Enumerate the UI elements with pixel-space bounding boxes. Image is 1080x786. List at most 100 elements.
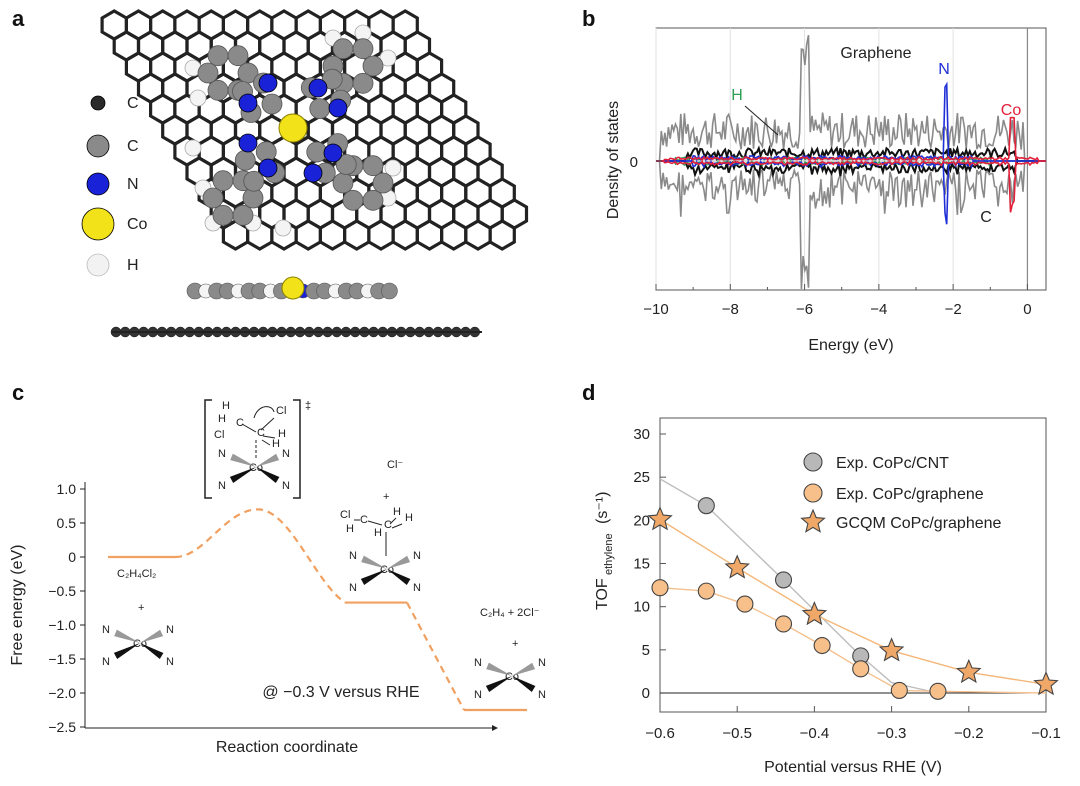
co-n-bond — [512, 676, 536, 692]
co-n-bond — [229, 467, 256, 484]
tof-y-tick-label: 25 — [633, 469, 650, 486]
dos-y-axis-label: Density of states — [605, 101, 622, 219]
intermediate-atom-label: C — [360, 514, 368, 526]
co-n-bond — [140, 629, 164, 643]
panel-c: 1.0 0.5 0 −0.5 −1.0 −1.5 −2.0 −2.5 Free energy … — [9, 399, 546, 756]
n-label: N — [166, 656, 174, 668]
plus-sign-initial: + — [138, 602, 144, 614]
tof-star-point — [724, 554, 750, 579]
carbon-atom — [309, 98, 331, 120]
cobalt-atom — [278, 113, 308, 143]
tof-point-1 — [697, 582, 715, 600]
dos-x-tick-label: −10 — [643, 301, 668, 318]
tof-x-tick-label: −0.6 — [645, 725, 675, 742]
tof-y-label-sub: ethylene — [603, 533, 615, 575]
hydrogen-atom — [184, 139, 202, 157]
fe-y-tick-label: 0 — [68, 549, 76, 565]
legend-label-1: C — [127, 138, 139, 155]
graphene-ring — [415, 219, 444, 251]
transition-state-mark: ‡ — [305, 400, 311, 412]
graphene-ring — [440, 219, 468, 251]
tof-y-axis-label: TOF ethylene (s⁻¹) — [594, 492, 615, 610]
fe-y-tick-label: −2.5 — [48, 719, 76, 735]
panel-letter-b: b — [582, 6, 595, 31]
n-label: N — [102, 624, 110, 636]
carbon-atom — [243, 170, 265, 192]
side-view — [110, 276, 482, 338]
ts-atom-label: H — [272, 438, 280, 450]
dos-co-up — [656, 116, 1046, 162]
tof-star-point — [956, 658, 982, 684]
carbon-atom — [197, 62, 219, 84]
legend-label-0: Exp. CoPc/CNT — [836, 455, 949, 472]
legend-marker-0 — [803, 452, 823, 472]
plus-sign-intermediate: + — [383, 491, 389, 503]
tof-star-point — [1033, 670, 1059, 696]
ts-atom-label: C — [236, 417, 244, 429]
nitrogen-atom — [238, 133, 258, 153]
carbon-atom — [352, 72, 374, 94]
tof-legend: Exp. CoPc/CNT Exp. CoPc/graphene GCQM CoPc… — [800, 452, 1002, 533]
intermediate-bonds — [354, 517, 403, 556]
tof-point-1 — [774, 615, 793, 633]
intermediate-atom-label: Cl — [340, 509, 350, 521]
n-label: N — [349, 550, 357, 562]
dos-label-co: Co — [1001, 102, 1022, 119]
fe-condition-annotation: @ −0.3 V versus RHE — [262, 684, 419, 701]
fe-y-ticks: 1.0 0.5 0 −0.5 −1.0 −1.5 −2.0 −2.5 — [48, 481, 85, 735]
tof-x-tick-label: −0.3 — [877, 725, 907, 742]
nitrogen-atom — [328, 98, 348, 118]
graphene-ring — [318, 219, 347, 251]
species-final: C₂H₄ + 2Cl⁻ — [480, 607, 540, 619]
carbon-atom — [261, 93, 283, 115]
hydrogen-atom — [189, 89, 207, 107]
panel-letter-c: c — [12, 380, 24, 405]
co-n-bond — [256, 467, 280, 483]
fe-y-tick-label: 0.5 — [57, 515, 77, 531]
dos-x-ticks: −10 −8 −6 −4 −2 0 — [643, 160, 1032, 318]
legend-label-3: Co — [127, 216, 148, 233]
species-chloride: Cl⁻ — [387, 459, 403, 471]
tof-fit-line-2 — [659, 518, 1047, 686]
plus-sign-final: + — [512, 638, 518, 650]
legend-marker-2 — [800, 508, 826, 533]
n-label: N — [282, 480, 290, 492]
legend-label-2: GCQM CoPc/graphene — [836, 515, 1002, 532]
dos-x-tick-label: −8 — [722, 301, 739, 318]
tof-point-1 — [651, 579, 669, 597]
co-n-bond — [486, 662, 512, 676]
n-label: N — [538, 689, 546, 701]
carbon-atom — [207, 45, 229, 67]
tof-star-point — [801, 600, 828, 626]
dos-label-h: H — [731, 87, 743, 104]
carbon-atom — [362, 155, 384, 177]
n-label: N — [102, 656, 110, 668]
dos-x-tick-label: −2 — [945, 301, 962, 318]
ts-atom-label: Cl — [214, 429, 224, 441]
graphene-ring — [343, 219, 371, 251]
ts-atom-label: H — [218, 413, 226, 425]
carbon-atom — [362, 55, 384, 77]
n-label: N — [218, 448, 226, 460]
carbon-atom — [232, 204, 254, 226]
dos-label-n: N — [938, 61, 950, 78]
tof-markers — [647, 497, 1059, 700]
co-n-bond — [361, 555, 387, 569]
tof-point-1 — [929, 682, 947, 700]
n-label: N — [413, 550, 421, 562]
intermediate-atom-label: H — [393, 506, 401, 518]
carbon-atom — [372, 172, 394, 194]
co-complex-intermediate: CoN NN N — [349, 550, 421, 594]
dos-x-tick-label: −4 — [870, 301, 887, 318]
dos-x-axis-label: Energy (eV) — [808, 337, 893, 354]
graphene-ring — [391, 219, 419, 251]
carbon-atom — [362, 189, 384, 211]
fe-profile — [108, 508, 527, 712]
panel-d: −0.6 −0.5 −0.4 −0.3 −0.2 −0.1 0 5 10 15 20 25 30 Exp… — [594, 417, 1061, 776]
graphene-lattice-top-view — [100, 9, 529, 251]
ts-atom-label: H — [278, 428, 286, 440]
legend-label-2: N — [127, 176, 139, 193]
co-n-bond — [360, 569, 387, 586]
co-n-bond — [485, 676, 512, 693]
